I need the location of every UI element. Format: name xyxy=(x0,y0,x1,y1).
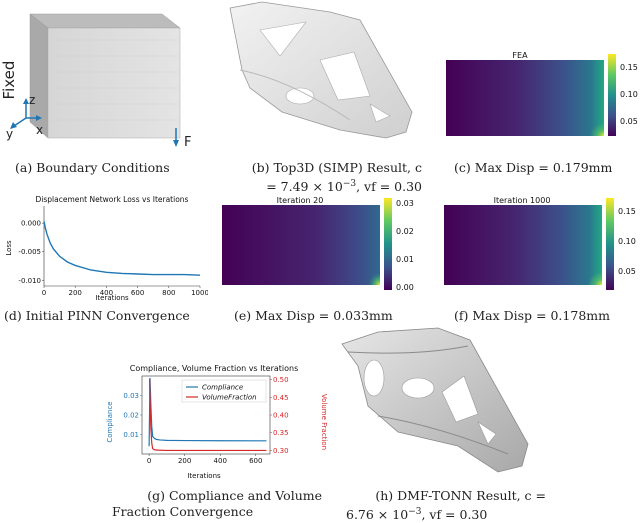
chart-d-xtick-label: 400 xyxy=(100,289,113,297)
chart-g-ytick-left-label: 0.02 xyxy=(123,412,139,420)
chart-g-ylabel-left: Compliance xyxy=(106,401,114,442)
dmf-tonn-structure-render xyxy=(341,327,529,473)
chart-g-xlabel: Iterations xyxy=(187,472,221,480)
fea-cb-tick-2: 0.10 xyxy=(620,90,638,99)
chart-g-legend-label: Compliance xyxy=(202,384,243,392)
caption-b-tail: , vf = 0.30 xyxy=(356,179,422,195)
iter1000-cb-tick-2: 0.10 xyxy=(618,237,636,246)
panel-a-boundary-conditions: Fixed z y x F xyxy=(0,0,200,150)
chart-g-ytick-right-label: 0.45 xyxy=(273,394,289,402)
chart-g-ytick-right-label: 0.50 xyxy=(273,376,289,384)
iter1000-heatmap: Iteration 1000 0.15 0.10 0.05 xyxy=(444,196,636,290)
fea-heatmap: FEA 0.15 0.10 0.05 xyxy=(446,51,638,136)
caption-h-tail: , vf = 0.30 xyxy=(421,507,488,523)
chart-d-xtick-label: 600 xyxy=(131,289,144,297)
caption-b-value: = 7.49 × 10 xyxy=(266,179,343,195)
chart-g-ylabel-right: Volume Fraction xyxy=(320,394,328,450)
chart-g-series-line xyxy=(149,378,267,452)
caption-b-line2: = 7.49 × 10−3, vf = 0.30 xyxy=(222,176,422,195)
caption-h-exponent: −3 xyxy=(408,507,422,517)
panel-d-pinn-loss-chart: Displacement Network Loss vs Iterations … xyxy=(4,192,209,302)
iter20-colorbar xyxy=(384,198,392,290)
caption-a: (a) Boundary Conditions xyxy=(15,160,170,175)
chart-g-ytick-right-label: 0.35 xyxy=(273,429,289,437)
panel-h-dmf-tonn-result xyxy=(338,326,538,476)
axis-y-label: y xyxy=(6,127,13,141)
iter20-cb-tick-1: 0.03 xyxy=(396,199,414,208)
caption-d: (d) Initial PINN Convergence xyxy=(4,308,190,323)
chart-g-ytick-left-label: 0.01 xyxy=(123,431,139,439)
caption-e: (e) Max Disp = 0.033mm xyxy=(234,308,393,323)
fixed-label: Fixed xyxy=(0,61,18,100)
chart-g-ytick-left-label: 0.03 xyxy=(123,392,139,400)
iter20-title: Iteration 20 xyxy=(277,196,324,205)
fea-cb-tick-3: 0.05 xyxy=(620,117,638,126)
block-front-face xyxy=(47,27,181,139)
caption-b-exponent: −3 xyxy=(342,179,357,189)
chart-d-loss-line xyxy=(43,221,201,276)
coordinate-axes: z y x xyxy=(6,93,43,141)
panel-b-top3d-result xyxy=(220,0,420,150)
caption-g: (g) Compliance and Volume Fraction Conve… xyxy=(112,488,322,520)
iter1000-colorbar xyxy=(606,198,614,290)
chart-d-xtick-label: 1000 xyxy=(191,289,208,297)
caption-h-line2: 6.76 × 10−3, vf = 0.30 xyxy=(346,504,546,523)
top3d-structure-render xyxy=(229,1,413,139)
chart-d-xtick-label: 0 xyxy=(42,289,46,297)
caption-f: (f) Max Disp = 0.178mm xyxy=(454,308,610,323)
chart-d-ytick-label: -0.005 xyxy=(18,248,41,256)
axis-z-label: z xyxy=(29,93,35,107)
boundary-conditions-figure: Fixed z y x F xyxy=(0,13,191,150)
chart-d-xtick-label: 800 xyxy=(162,289,175,297)
caption-g-line2: Fraction Convergence xyxy=(112,504,254,519)
fea-title: FEA xyxy=(512,51,528,60)
chart-d-ylabel: Loss xyxy=(5,240,13,256)
caption-h-line1: (h) DMF-TONN Result, c = xyxy=(375,488,546,503)
caption-b-line1: (b) Top3D (SIMP) Result, c xyxy=(251,160,422,175)
chart-g-ytick-right-label: 0.30 xyxy=(273,447,289,455)
iter1000-cb-tick-3: 0.05 xyxy=(618,267,636,276)
caption-h: (h) DMF-TONN Result, c = 6.76 × 10−3, vf… xyxy=(346,488,546,523)
chart-g-xtick-label: 0 xyxy=(147,457,151,465)
axis-x-label: x xyxy=(36,123,43,137)
panel-c-fea-heatmap: FEA 0.15 0.10 0.05 xyxy=(440,48,640,148)
panel-f-iter1000-heatmap: Iteration 1000 0.15 0.10 0.05 xyxy=(438,192,638,302)
compliance-volume-chart: Compliance, Volume Fraction vs Iteration… xyxy=(106,364,328,480)
chart-g-xtick-label: 400 xyxy=(214,457,227,465)
pinn-loss-chart: Displacement Network Loss vs Iterations … xyxy=(5,195,209,302)
chart-d-xlabel: Iterations xyxy=(95,294,129,302)
caption-g-line1: (g) Compliance and Volume xyxy=(147,488,322,503)
chart-d-ytick-label: -0.010 xyxy=(18,277,41,285)
panel-e-iter20-heatmap: Iteration 20 0.03 0.02 0.01 0.00 xyxy=(220,192,420,302)
chart-g-legend xyxy=(181,379,267,403)
iter20-cb-tick-2: 0.02 xyxy=(396,227,414,236)
chart-g-xtick-label: 200 xyxy=(178,457,191,465)
fea-cb-tick-1: 0.15 xyxy=(620,63,638,72)
caption-h-value: 6.76 × 10 xyxy=(346,507,409,523)
fea-colorbar xyxy=(608,54,616,136)
chart-g-title: Compliance, Volume Fraction vs Iteration… xyxy=(130,364,299,373)
caption-c: (c) Max Disp = 0.179mm xyxy=(454,160,613,175)
chart-d-title: Displacement Network Loss vs Iterations xyxy=(36,195,189,204)
chart-g-series-line xyxy=(148,377,267,447)
iter1000-title: Iteration 1000 xyxy=(494,196,551,205)
iter20-cb-tick-3: 0.01 xyxy=(396,255,414,264)
chart-d-ytick-label: 0.000 xyxy=(21,220,41,228)
iter1000-cb-tick-1: 0.15 xyxy=(618,207,636,216)
panel-g-compliance-chart: Compliance, Volume Fraction vs Iteration… xyxy=(104,362,330,480)
force-arrow: F xyxy=(173,128,191,150)
chart-g-xtick-label: 600 xyxy=(249,457,262,465)
chart-d-xtick-label: 200 xyxy=(69,289,82,297)
caption-b: (b) Top3D (SIMP) Result, c = 7.49 × 10−3… xyxy=(222,160,422,195)
block-top-face xyxy=(29,13,181,29)
iter20-heatmap: Iteration 20 0.03 0.02 0.01 0.00 xyxy=(222,196,414,292)
force-label: F xyxy=(184,135,191,150)
chart-g-legend-label: VolumeFraction xyxy=(202,394,257,402)
chart-g-ytick-right-label: 0.40 xyxy=(273,412,289,420)
iter20-cb-tick-4: 0.00 xyxy=(396,283,414,292)
